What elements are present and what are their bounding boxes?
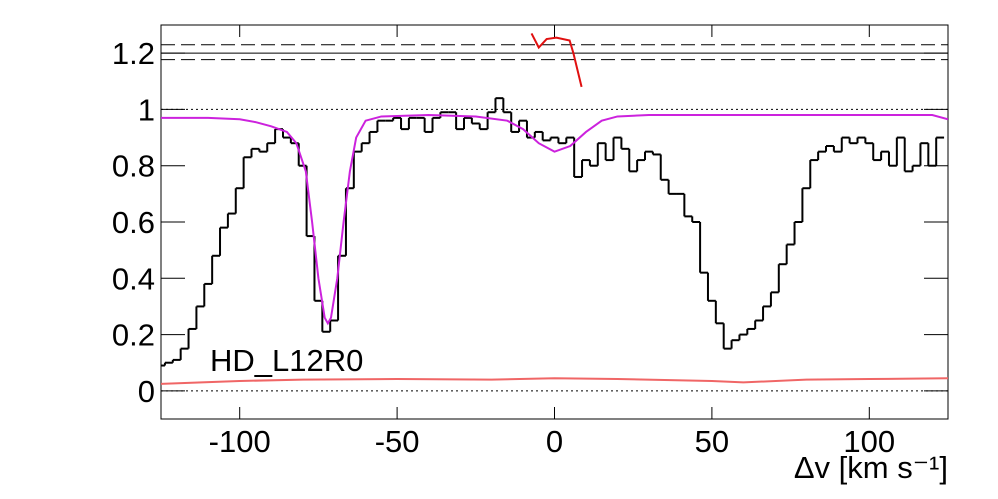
- x-tick-label: -100: [209, 424, 271, 459]
- curve: [530, 32, 583, 88]
- y-tick-label: 0.8: [112, 149, 155, 184]
- axes: 0 0.2 0.4 0.6 0.8 1 1.2 -100 -50 0 50 100: [112, 25, 948, 459]
- curve: [161, 377, 948, 385]
- y-tick-label: 0.4: [112, 261, 155, 296]
- x-tick-label: 100: [843, 424, 895, 459]
- y-tick-label: 0.2: [112, 318, 155, 353]
- y-tick-label: 0: [138, 374, 155, 409]
- plot-area: [161, 32, 948, 392]
- x-axis-label: Δv [km s⁻¹]: [794, 450, 948, 485]
- curve: [161, 114, 948, 326]
- annotation: HD_L12R0: [210, 343, 363, 378]
- y-tick-label: 1.2: [112, 36, 155, 71]
- x-tick-label: -50: [375, 424, 420, 459]
- y-tick-label: 0.6: [112, 205, 155, 240]
- y-tick-label: 1: [138, 92, 155, 127]
- x-tick-label: 50: [695, 424, 729, 459]
- x-tick-label: 0: [546, 424, 563, 459]
